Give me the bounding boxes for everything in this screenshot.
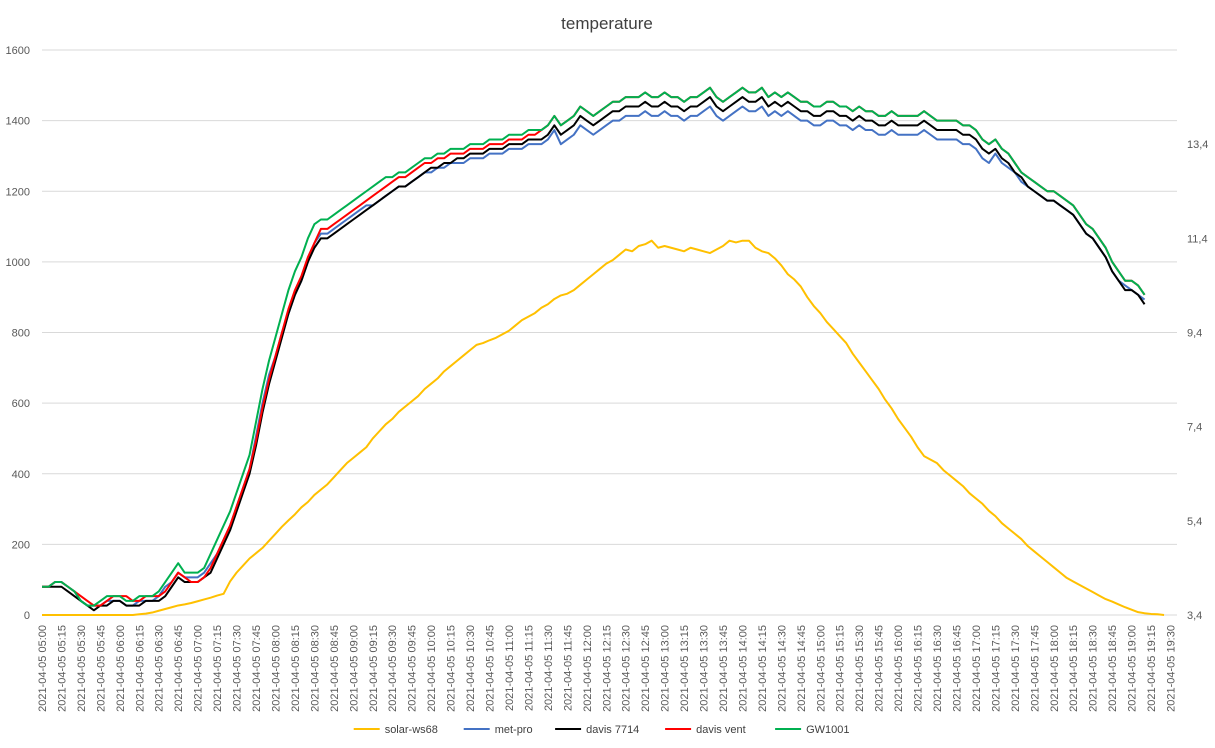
x-tick-label: 2021-04-05 06:45 bbox=[173, 625, 185, 712]
right-y-tick-label: 3,4 bbox=[1187, 610, 1202, 622]
legend: solar-ws68 met-pro davis 7714 davis vent GW1… bbox=[353, 724, 850, 736]
x-tick-label: 2021-04-05 18:15 bbox=[1068, 625, 1080, 712]
x-tick-label: 2021-04-05 09:30 bbox=[387, 625, 399, 712]
series-line-davis-vent bbox=[42, 86, 1146, 607]
x-tick-label: 2021-04-05 19:15 bbox=[1146, 625, 1158, 712]
x-tick-label: 2021-04-05 08:15 bbox=[290, 625, 302, 712]
x-tick-label: 2021-04-05 10:45 bbox=[485, 625, 497, 712]
x-tick-label: 2021-04-05 12:15 bbox=[601, 625, 613, 712]
x-tick-label: 2021-04-05 05:30 bbox=[76, 625, 88, 712]
x-tick-label: 2021-04-05 08:30 bbox=[309, 625, 321, 712]
x-tick-label: 2021-04-05 18:00 bbox=[1049, 625, 1061, 712]
x-tick-label: 2021-04-05 17:00 bbox=[971, 625, 983, 712]
x-tick-label: 2021-04-05 16:45 bbox=[951, 625, 963, 712]
x-tick-label: 2021-04-05 17:15 bbox=[990, 625, 1002, 712]
x-tick-label: 2021-04-05 17:45 bbox=[1029, 625, 1041, 712]
right-y-tick-label: 5,4 bbox=[1187, 516, 1202, 528]
x-tick-label: 2021-04-05 15:30 bbox=[854, 625, 866, 712]
x-tick-label: 2021-04-05 06:30 bbox=[154, 625, 166, 712]
left-y-tick-label: 1200 bbox=[6, 186, 30, 198]
x-tick-label: 2021-04-05 16:15 bbox=[913, 625, 925, 712]
x-tick-label: 2021-04-05 14:00 bbox=[737, 625, 749, 712]
x-tick-label: 2021-04-05 05:00 bbox=[37, 625, 49, 712]
legend-label: met-pro bbox=[495, 724, 533, 736]
x-tick-label: 2021-04-05 14:15 bbox=[757, 625, 769, 712]
x-tick-label: 2021-04-05 12:00 bbox=[582, 625, 594, 712]
x-tick-label: 2021-04-05 12:45 bbox=[640, 625, 652, 712]
chart-title: temperature bbox=[561, 14, 653, 33]
x-tick-label: 2021-04-05 07:15 bbox=[212, 625, 224, 712]
series-line-solar-ws68 bbox=[42, 239, 1165, 616]
x-tick-label: 2021-04-05 19:30 bbox=[1166, 625, 1178, 712]
left-y-axis: 0 200 400 600 800 1000 1200 1400 1600 bbox=[6, 45, 30, 622]
series-group bbox=[42, 86, 1165, 616]
x-tick-label: 2021-04-05 13:00 bbox=[660, 625, 672, 712]
series-line-davis-7714 bbox=[42, 96, 1146, 612]
right-y-axis: 3,4 5,4 7,4 9,4 11,4 13,4 bbox=[1187, 139, 1208, 622]
left-y-tick-label: 1000 bbox=[6, 257, 30, 269]
x-tick-label: 2021-04-05 13:30 bbox=[699, 625, 711, 712]
x-tick-label: 2021-04-05 08:00 bbox=[270, 625, 282, 712]
x-tick-label: 2021-04-05 15:15 bbox=[835, 625, 847, 712]
x-tick-label: 2021-04-05 13:15 bbox=[679, 625, 691, 712]
series-line-gw1001 bbox=[42, 86, 1146, 607]
left-y-tick-label: 400 bbox=[12, 469, 30, 481]
x-tick-label: 2021-04-05 05:45 bbox=[95, 625, 107, 712]
x-tick-label: 2021-04-05 08:45 bbox=[329, 625, 341, 712]
left-y-tick-label: 1600 bbox=[6, 45, 30, 57]
x-tick-label: 2021-04-05 09:00 bbox=[348, 625, 360, 712]
x-tick-label: 2021-04-05 06:15 bbox=[134, 625, 146, 712]
series-line-met-pro bbox=[42, 105, 1146, 607]
left-y-tick-label: 800 bbox=[12, 328, 30, 340]
x-tick-label: 2021-04-05 15:45 bbox=[874, 625, 886, 712]
left-y-tick-label: 200 bbox=[12, 539, 30, 551]
right-y-tick-label: 11,4 bbox=[1187, 233, 1208, 245]
left-y-tick-label: 0 bbox=[24, 610, 30, 622]
x-tick-label: 2021-04-05 05:15 bbox=[56, 625, 68, 712]
left-y-tick-label: 1400 bbox=[6, 116, 30, 128]
right-y-tick-label: 7,4 bbox=[1187, 422, 1202, 434]
legend-label: davis 7714 bbox=[586, 724, 639, 736]
x-tick-label: 2021-04-05 13:45 bbox=[718, 625, 730, 712]
gridlines bbox=[42, 49, 1177, 616]
x-tick-label: 2021-04-05 10:15 bbox=[446, 625, 458, 712]
x-tick-label: 2021-04-05 11:15 bbox=[523, 625, 535, 711]
x-tick-label: 2021-04-05 10:30 bbox=[465, 625, 477, 712]
x-tick-label: 2021-04-05 11:30 bbox=[543, 625, 555, 711]
x-tick-label: 2021-04-05 14:30 bbox=[776, 625, 788, 712]
legend-label: solar-ws68 bbox=[385, 724, 438, 736]
x-tick-label: 2021-04-05 18:30 bbox=[1088, 625, 1100, 712]
x-tick-label: 2021-04-05 09:45 bbox=[407, 625, 419, 712]
x-tick-label: 2021-04-05 07:30 bbox=[232, 625, 244, 712]
x-tick-label: 2021-04-05 12:30 bbox=[621, 625, 633, 712]
x-tick-label: 2021-04-05 19:00 bbox=[1127, 625, 1139, 712]
x-tick-label: 2021-04-05 18:45 bbox=[1107, 625, 1119, 712]
x-tick-label: 2021-04-05 16:00 bbox=[893, 625, 905, 712]
x-tick-label: 2021-04-05 06:00 bbox=[115, 625, 127, 712]
x-tick-label: 2021-04-05 14:45 bbox=[796, 625, 808, 712]
right-y-tick-label: 13,4 bbox=[1187, 139, 1208, 151]
x-tick-label: 2021-04-05 07:45 bbox=[251, 625, 263, 712]
legend-label: davis vent bbox=[696, 724, 746, 736]
x-tick-label: 2021-04-05 10:00 bbox=[426, 625, 438, 712]
x-tick-label: 2021-04-05 07:00 bbox=[193, 625, 205, 712]
x-tick-label: 2021-04-05 15:00 bbox=[815, 625, 827, 712]
left-y-tick-label: 600 bbox=[12, 398, 30, 410]
x-axis: 2021-04-05 05:00 2021-04-05 05:15 2021-04-… bbox=[37, 625, 1178, 712]
x-tick-label: 2021-04-05 17:30 bbox=[1010, 625, 1022, 712]
x-tick-label: 2021-04-05 09:15 bbox=[368, 625, 380, 712]
x-tick-label: 2021-04-05 11:00 bbox=[504, 625, 516, 711]
x-tick-label: 2021-04-05 16:30 bbox=[932, 625, 944, 712]
legend-label: GW1001 bbox=[806, 724, 849, 736]
right-y-tick-label: 9,4 bbox=[1187, 328, 1202, 340]
x-tick-label: 2021-04-05 11:45 bbox=[562, 625, 574, 711]
